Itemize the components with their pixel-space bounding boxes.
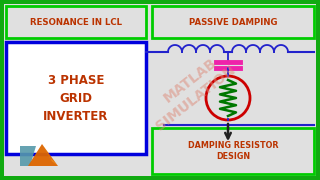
Text: SIMULATION: SIMULATION: [154, 63, 238, 133]
Text: 3 PHASE
GRID
INVERTER: 3 PHASE GRID INVERTER: [43, 73, 109, 123]
Text: RESONANCE IN LCL: RESONANCE IN LCL: [30, 17, 122, 26]
Text: PASSIVE DAMPING: PASSIVE DAMPING: [189, 17, 277, 26]
Text: DAMPING RESISTOR
DESIGN: DAMPING RESISTOR DESIGN: [188, 141, 278, 161]
FancyBboxPatch shape: [6, 6, 146, 38]
FancyBboxPatch shape: [152, 6, 314, 38]
Polygon shape: [28, 144, 58, 166]
FancyBboxPatch shape: [6, 42, 146, 154]
Text: MATLAB: MATLAB: [161, 55, 219, 105]
Polygon shape: [20, 146, 36, 166]
FancyBboxPatch shape: [4, 4, 316, 176]
Polygon shape: [42, 144, 58, 166]
FancyBboxPatch shape: [152, 128, 314, 174]
